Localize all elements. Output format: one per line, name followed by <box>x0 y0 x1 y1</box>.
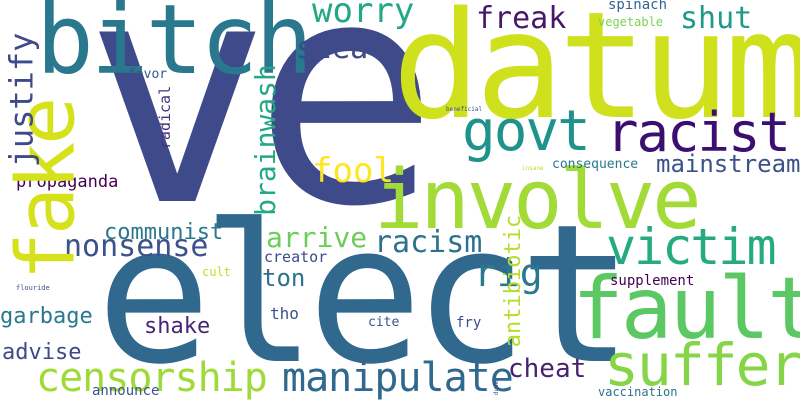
word-rig: rig <box>474 251 543 295</box>
word-cheat: cheat <box>508 354 587 384</box>
word-bitch: bitch <box>36 0 313 96</box>
word-ve: ve <box>84 0 439 275</box>
word-fry: fry <box>456 315 482 331</box>
word-involve: involve <box>374 153 702 248</box>
word-spinach: spinach <box>608 0 668 13</box>
word-consequence: consequence <box>552 157 639 172</box>
word-victim: victim <box>606 218 777 276</box>
word-justify: justify <box>2 32 41 168</box>
word-brainwash: brainwash <box>248 64 282 216</box>
word-manipulate: manipulate <box>282 355 514 400</box>
word-antibiotic: antibiotic <box>501 214 527 348</box>
word-communist: communist <box>104 220 224 245</box>
word-racism: racism <box>374 225 483 260</box>
word-creator: creator <box>264 248 328 266</box>
word-garbage: garbage <box>0 304 93 329</box>
word-fault: fault <box>572 259 800 359</box>
word-tho: tho <box>270 304 299 323</box>
word-vegetable: vegetable <box>598 15 664 29</box>
word-fool: fool <box>312 151 394 191</box>
word-cite: cite <box>368 315 400 330</box>
word-racist: racist <box>606 101 791 164</box>
word-shut: shut <box>680 1 753 36</box>
word-mainstream: mainstream <box>656 150 800 178</box>
word-vaccination: vaccination <box>598 385 678 399</box>
word-propaganda: propaganda <box>16 172 119 192</box>
word-shake: shake <box>144 314 211 339</box>
word-datum: datum <box>392 0 800 152</box>
word-advise: advise <box>2 340 82 365</box>
word-flouride: flouride <box>16 284 50 292</box>
word-favor: favor <box>128 67 168 82</box>
word-beneficial: beneficial <box>446 106 483 113</box>
word-dude: dude <box>493 380 501 396</box>
word-radical: radical <box>156 85 175 150</box>
word-freak: freak <box>476 1 567 36</box>
word-govt: govt <box>462 99 591 164</box>
word-worry: worry <box>312 0 415 31</box>
word-ton: ton <box>262 264 306 292</box>
word-elect: elect <box>96 184 634 400</box>
word-insane: insane <box>522 165 544 172</box>
word-nonsense: nonsense <box>64 229 209 264</box>
word-supplement: supplement <box>610 273 695 289</box>
word-announce: announce <box>92 383 160 399</box>
word-arrive: arrive <box>266 221 368 254</box>
word-cult: cult <box>202 265 231 279</box>
word-censorship: censorship <box>36 355 268 400</box>
word-steal: steal <box>296 31 387 66</box>
word-suffer: suffer <box>604 331 800 399</box>
